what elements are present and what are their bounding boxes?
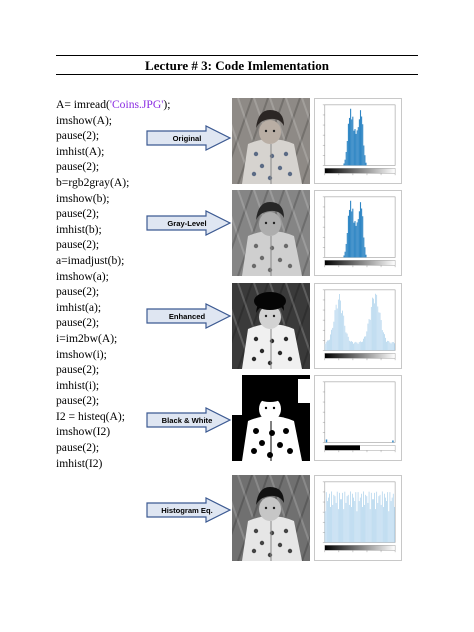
code-text: i=im2bw(A); <box>56 331 118 345</box>
code-line: imhist(b); <box>56 222 170 238</box>
code-text: b=rgb2gray(A); <box>56 175 130 189</box>
code-line: b=rgb2gray(A); <box>56 175 170 191</box>
stage-label: Histogram Eq. <box>161 505 213 515</box>
code-text: imshow(i); <box>56 347 107 361</box>
code-listing: A= imread('Coins.JPG'); imshow(A); pause(2… <box>56 97 170 471</box>
code-text: pause(2); <box>56 363 100 377</box>
code-text: A= imread( <box>56 98 110 111</box>
code-line: imshow(A); <box>56 113 170 129</box>
code-text: pause(2); <box>56 207 100 221</box>
stage-label: Gray-Level <box>167 218 207 228</box>
stage-arrow: Histogram Eq. <box>146 497 232 523</box>
stage-label: Original <box>172 133 202 143</box>
code-text: pause(2); <box>56 129 100 143</box>
code-text: imhist(A); <box>56 144 105 158</box>
code-line: imhist(I2) <box>56 456 170 472</box>
code-line: i=im2bw(A); <box>56 331 170 347</box>
top-rule <box>56 55 418 56</box>
code-text: imhist(i); <box>56 378 100 392</box>
code-text: I2 = histeq(A); <box>56 409 126 423</box>
right-arrow-icon <box>146 497 232 523</box>
code-text: pause(2); <box>56 316 100 330</box>
code-line: pause(2); <box>56 128 170 144</box>
code-string-literal: 'Coins.JPG' <box>109 98 164 111</box>
stage-histogram <box>314 283 402 369</box>
code-text: pause(2); <box>56 285 100 299</box>
stage-photo <box>232 283 310 369</box>
stage-histogram <box>314 190 402 276</box>
code-text: imhist(a); <box>56 300 102 314</box>
code-line: A= imread('Coins.JPG'); <box>56 97 170 113</box>
code-line: imhist(i); <box>56 378 170 394</box>
stage-histogram <box>314 98 402 184</box>
code-line: imhist(A); <box>56 144 170 160</box>
code-text: imshow(b); <box>56 191 110 205</box>
code-line: imshow(I2) <box>56 424 170 440</box>
stage-photo <box>232 98 310 184</box>
code-line: imhist(a); <box>56 300 170 316</box>
stage-photo <box>232 190 310 276</box>
page-title: Lecture # 3: Code Imlementation <box>145 58 329 73</box>
code-line: I2 = histeq(A); <box>56 409 170 425</box>
stage-arrow: Gray-Level <box>146 210 232 236</box>
right-arrow-icon <box>146 303 232 329</box>
stage-photo <box>232 375 310 461</box>
code-line: pause(2); <box>56 206 170 222</box>
stage-label: Enhanced <box>168 311 206 321</box>
code-text: pause(2); <box>56 160 100 174</box>
stage-label: Black & White <box>161 415 213 425</box>
code-text: ); <box>163 98 171 111</box>
code-text: pause(2); <box>56 238 100 252</box>
code-text: imhist(I2) <box>56 456 103 470</box>
stage-histogram <box>314 475 402 561</box>
code-line: pause(2); <box>56 284 170 300</box>
code-text: pause(2); <box>56 394 100 408</box>
code-line: pause(2); <box>56 315 170 331</box>
code-line: pause(2); <box>56 440 170 456</box>
stage-arrow: Enhanced <box>146 303 232 329</box>
stage-histogram <box>314 375 402 461</box>
stage-arrow: Black & White <box>146 407 232 433</box>
code-text: imhist(b); <box>56 222 102 236</box>
code-text: imshow(I2) <box>56 425 111 439</box>
code-text: a=imadjust(b); <box>56 253 125 267</box>
code-line: a=imadjust(b); <box>56 253 170 269</box>
code-line: imshow(i); <box>56 347 170 363</box>
code-line: imshow(a); <box>56 269 170 285</box>
code-text: imshow(a); <box>56 269 109 283</box>
right-arrow-icon <box>146 210 232 236</box>
title-rule <box>56 74 418 75</box>
code-line: pause(2); <box>56 393 170 409</box>
stage-arrow: Original <box>146 125 232 151</box>
code-line: pause(2); <box>56 237 170 253</box>
code-line: pause(2); <box>56 159 170 175</box>
right-arrow-icon <box>146 125 232 151</box>
code-line: imshow(b); <box>56 191 170 207</box>
right-arrow-icon <box>146 407 232 433</box>
code-text: pause(2); <box>56 441 100 455</box>
code-text: imshow(A); <box>56 113 113 127</box>
stage-photo <box>232 475 310 561</box>
code-line: pause(2); <box>56 362 170 378</box>
